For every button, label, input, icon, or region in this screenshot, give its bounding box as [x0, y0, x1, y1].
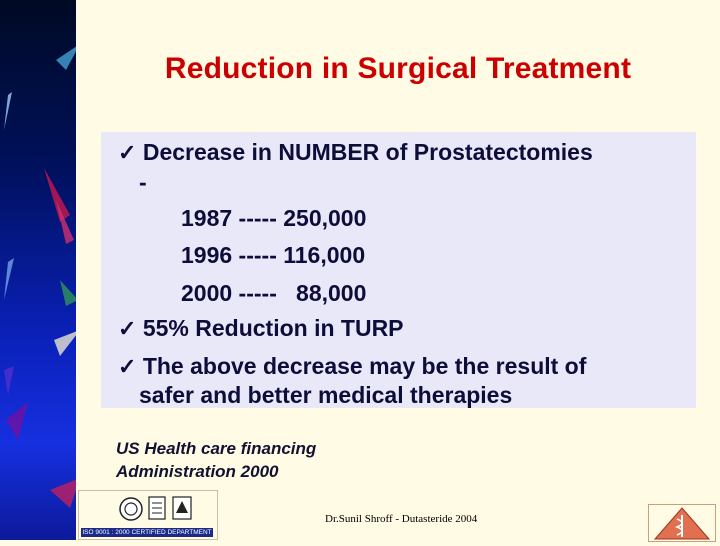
data-row-1996: 1996 ----- 116,000 — [181, 242, 366, 268]
bullet-text-therapies-2: safer and better medical therapies — [139, 382, 513, 408]
slide-title: Reduction in Surgical Treatment — [164, 52, 632, 85]
source-line-1: US Health care financing — [116, 439, 317, 458]
emblem-graphic — [653, 507, 711, 540]
checkmark-icon: ✓ — [118, 316, 137, 341]
bullet-text-prostatectomies: Decrease in NUMBER of Prostatectomies — [142, 139, 593, 165]
certification-badges — [119, 496, 192, 521]
bullet-prostatectomies: ✓ Decrease in NUMBER of Prostatectomies — [118, 138, 593, 167]
source-line-2: Administration 2000 — [116, 462, 279, 481]
checkmark-icon: ✓ — [118, 354, 137, 379]
bullet-text-therapies-1: The above decrease may be the result of — [142, 353, 587, 379]
iso-caption: ISO 9001 : 2000 CERTIFIED DEPARTMENT — [81, 528, 213, 537]
iso-certification-logo: ISO 9001 : 2000 CERTIFIED DEPARTMENT — [78, 490, 218, 540]
bullet-text-turp: 55% Reduction in TURP — [142, 315, 404, 341]
sidebar-shapes — [4, 46, 76, 508]
source-citation: US Health care financing Administration … — [116, 437, 316, 483]
data-row-1987: 1987 ----- 250,000 — [181, 205, 367, 231]
footer-author: Dr.Sunil Shroff - Dutasteride 2004 — [325, 513, 478, 525]
bullet-turp: ✓ 55% Reduction in TURP — [118, 314, 404, 343]
bullet-therapies: ✓ The above decrease may be the result o… — [118, 352, 586, 381]
decorative-sidebar — [0, 0, 76, 540]
bullet-box: ✓ Decrease in NUMBER of Prostatectomies … — [101, 132, 696, 408]
checkmark-icon: ✓ — [118, 140, 137, 165]
medical-emblem-icon — [648, 504, 716, 542]
bullet-dash: - — [139, 169, 147, 195]
data-row-2000: 2000 ----- 88,000 — [181, 280, 367, 306]
